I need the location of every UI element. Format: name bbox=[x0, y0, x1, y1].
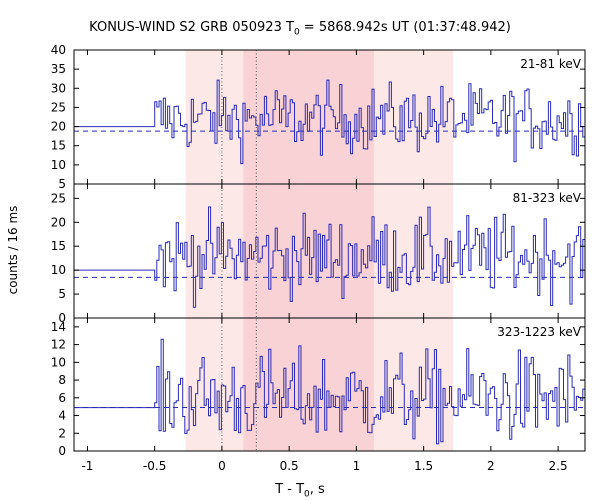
y-tick-label: 20 bbox=[51, 215, 66, 229]
y-tick-label: 0 bbox=[58, 311, 66, 325]
xlabel-subscript: 0 bbox=[304, 489, 310, 500]
y-tick-label: 0 bbox=[58, 444, 66, 458]
y-axis-label: counts / 16 ms bbox=[6, 206, 20, 295]
x-tick-label: 2.5 bbox=[549, 459, 568, 473]
y-tick-label: 10 bbox=[51, 158, 66, 172]
chart-title: KONUS-WIND S2 GRB 050923 T0 = 5868.942s … bbox=[0, 20, 600, 38]
x-tick-label: 1.5 bbox=[414, 459, 433, 473]
y-tick-label: 20 bbox=[51, 120, 66, 134]
y-tick-label: 4 bbox=[58, 409, 66, 423]
x-axis-label: T - T0, s bbox=[0, 482, 600, 500]
y-tick-label: 12 bbox=[51, 338, 66, 352]
series-line-1 bbox=[74, 206, 585, 308]
y-tick-label: 25 bbox=[51, 100, 66, 114]
y-tick-label: 5 bbox=[58, 177, 66, 191]
x-tick-label: 2 bbox=[487, 459, 495, 473]
series-line-0 bbox=[74, 79, 585, 165]
y-tick-label: 30 bbox=[51, 81, 66, 95]
y-tick-label: 15 bbox=[51, 239, 66, 253]
energy-band-label-1: 81-323 keV bbox=[513, 191, 582, 205]
x-tick-label: 1 bbox=[353, 459, 361, 473]
title-prefix: KONUS-WIND S2 GRB 050923 T bbox=[89, 20, 294, 35]
panel-frame-2 bbox=[73, 317, 586, 452]
y-tick-label: 6 bbox=[58, 391, 66, 405]
energy-band-label-0: 21-81 keV bbox=[520, 57, 582, 71]
xlabel-suffix: , s bbox=[309, 482, 325, 497]
series-line-2 bbox=[74, 338, 585, 445]
x-tick-label: 0.5 bbox=[280, 459, 299, 473]
y-tick-label: 8 bbox=[58, 373, 66, 387]
x-tick-label: 0 bbox=[218, 459, 226, 473]
y-tick-label: 35 bbox=[51, 62, 66, 76]
y-tick-label: 40 bbox=[51, 43, 66, 57]
y-tick-label: 14 bbox=[51, 320, 66, 334]
y-tick-label: 5 bbox=[58, 287, 66, 301]
title-suffix: = 5868.942s UT (01:37:48.942) bbox=[299, 20, 511, 35]
y-tick-label: 10 bbox=[51, 263, 66, 277]
series-layer bbox=[74, 79, 585, 445]
y-tick-label: 2 bbox=[58, 426, 66, 440]
energy-band-label-2: 323-1223 keV bbox=[497, 325, 581, 339]
x-tick-label: -0.5 bbox=[143, 459, 166, 473]
title-subscript: 0 bbox=[293, 27, 300, 38]
xlabel-prefix: T - T bbox=[275, 482, 305, 497]
y-tick-label: 15 bbox=[51, 139, 66, 153]
y-tick-label: 25 bbox=[51, 191, 66, 205]
y-tick-label: 10 bbox=[51, 355, 66, 369]
x-tick-label: -1 bbox=[81, 459, 93, 473]
